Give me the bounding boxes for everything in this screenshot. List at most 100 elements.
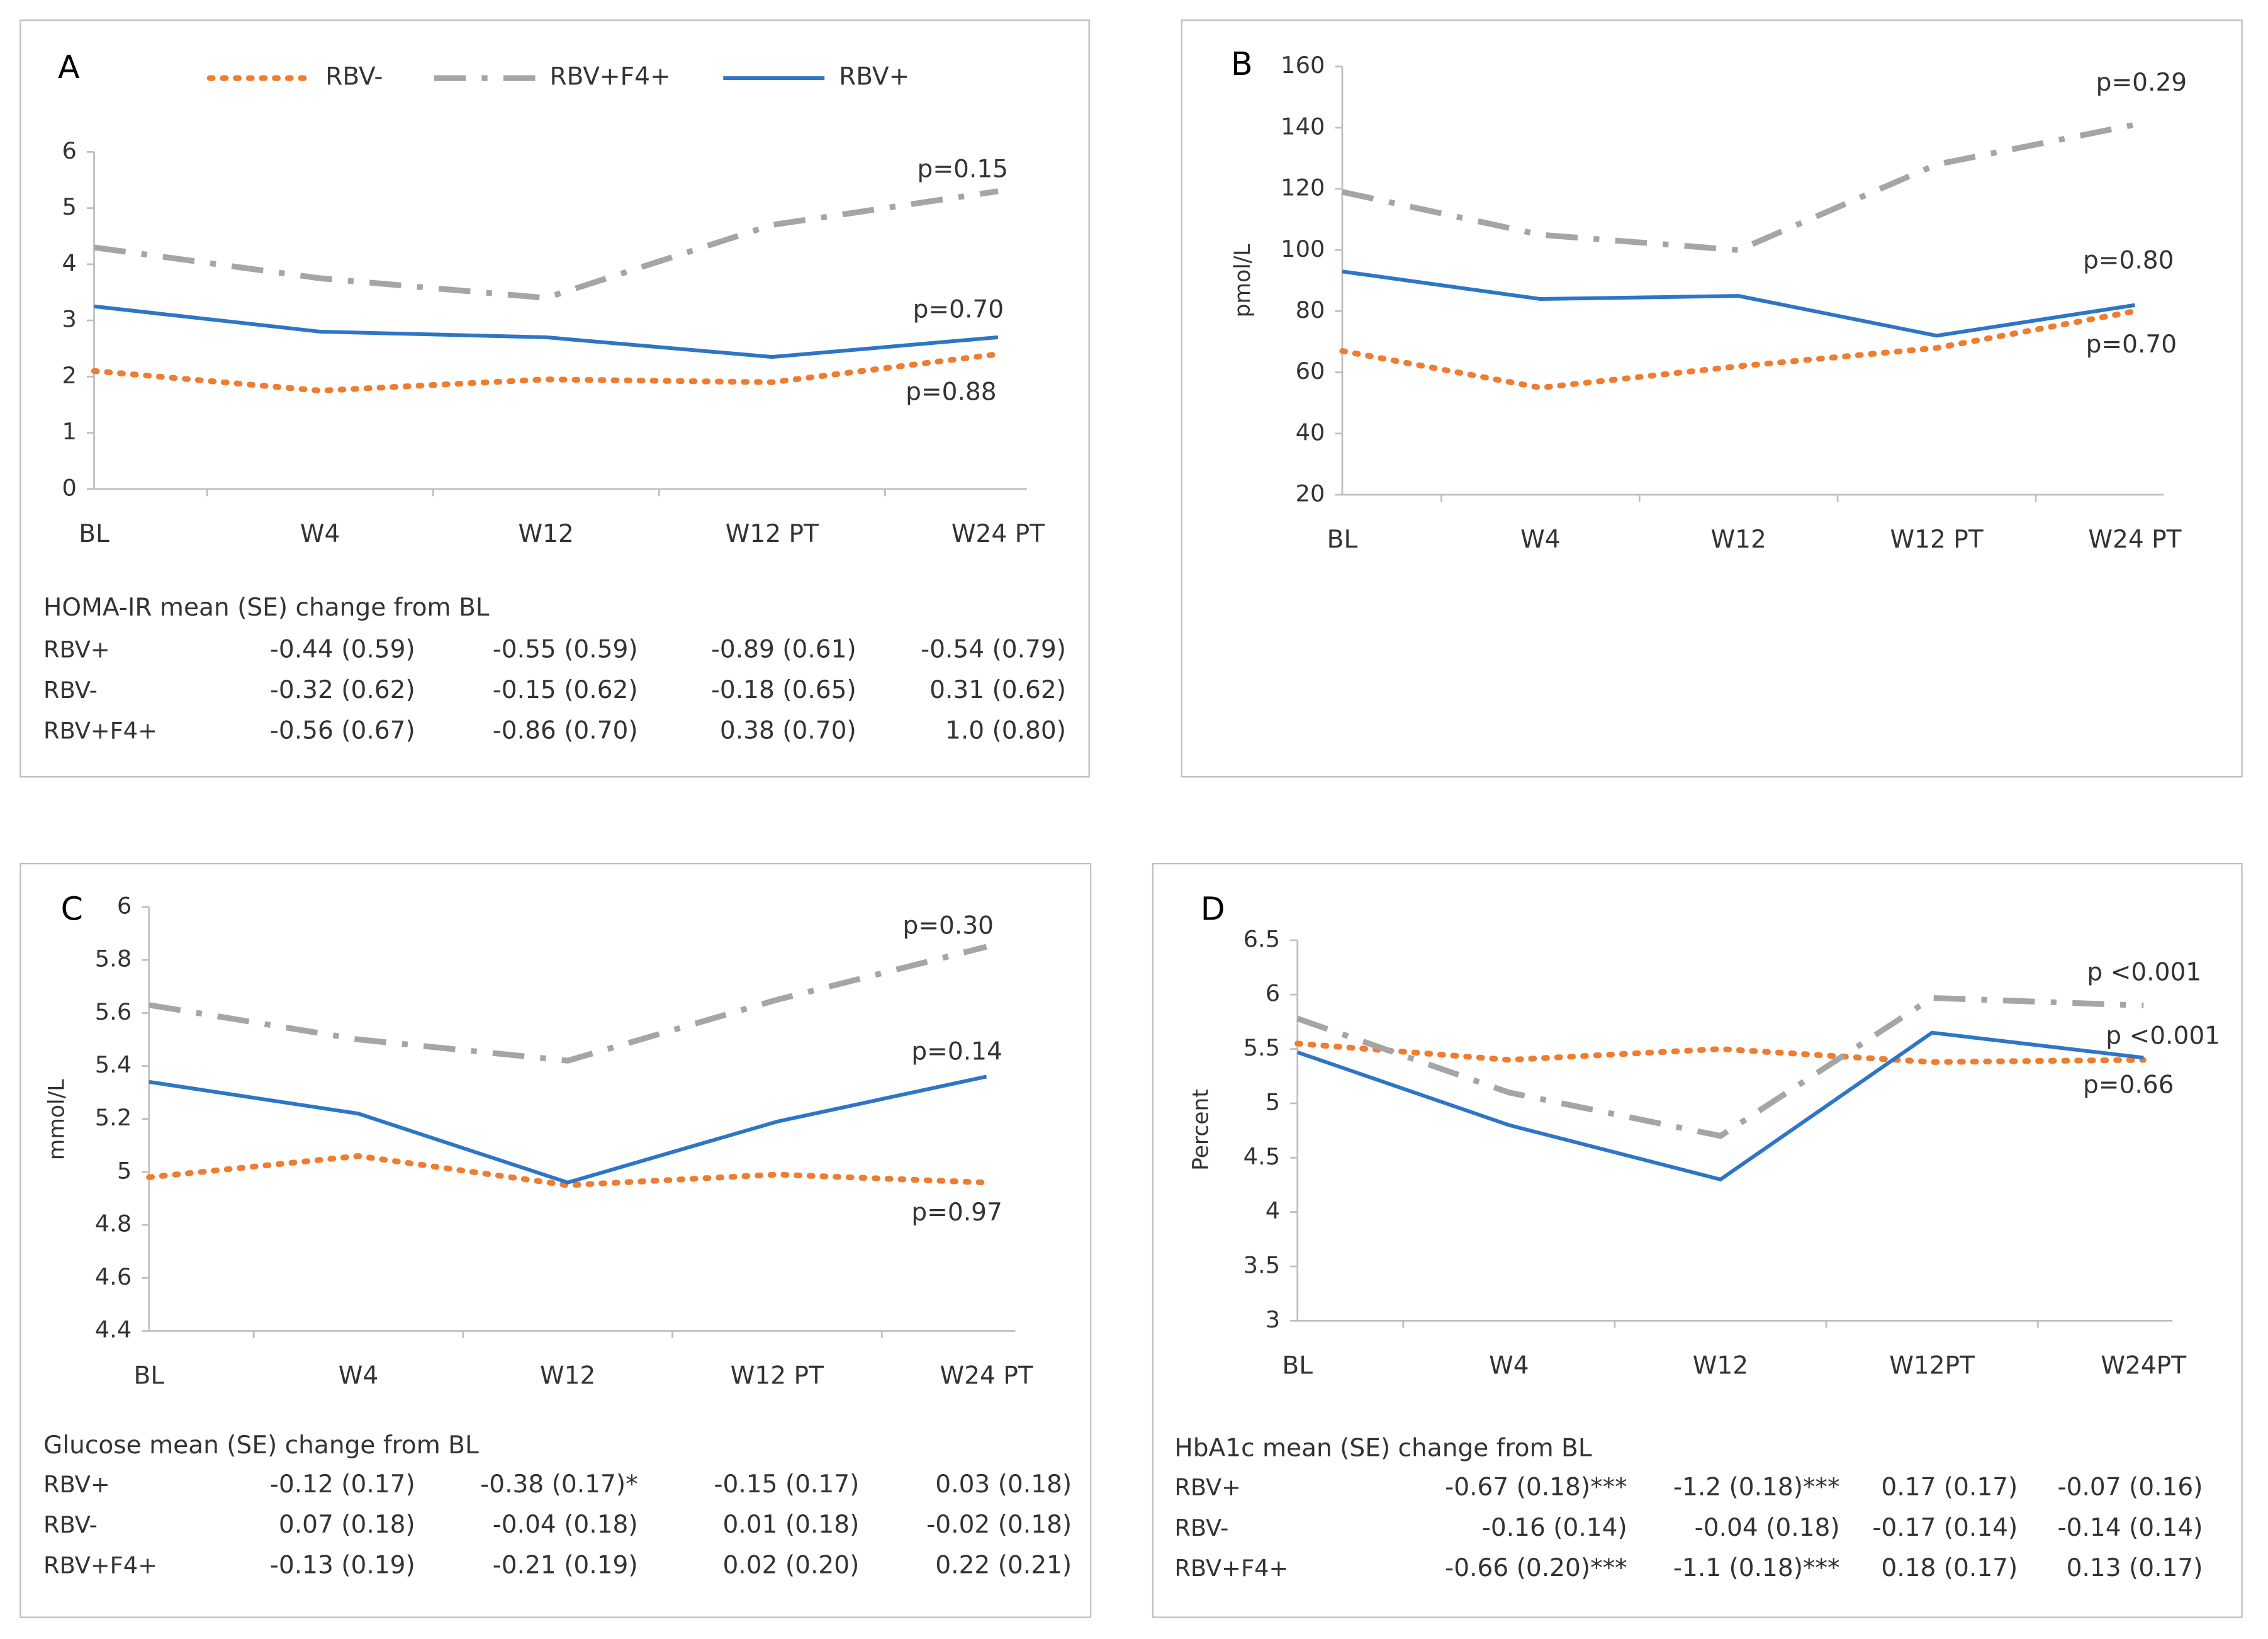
table-cell: -0.18 (0.65) <box>711 676 856 704</box>
panel-frame <box>1152 862 2243 1618</box>
table-cell: -0.21 (0.19) <box>493 1552 638 1580</box>
panel-frame <box>1181 20 2243 778</box>
x-tick-label: BL <box>1327 526 1358 554</box>
series-line <box>1296 994 2144 1139</box>
y-tick-label: 6 <box>62 137 77 164</box>
table-cell: -0.13 (0.19) <box>270 1552 415 1580</box>
panel-frame <box>20 862 1092 1618</box>
y-axis-label: mmol/L <box>45 1079 70 1160</box>
series-line <box>1341 121 2136 253</box>
legend-label: RBV+ <box>839 63 909 91</box>
table-cell: 0.18 (0.17) <box>1881 1554 2018 1582</box>
p-value-annotation: p=0.14 <box>911 1038 1002 1066</box>
y-axis-label: Percent <box>1189 1089 1214 1171</box>
y-tick-label: 5 <box>117 1157 132 1184</box>
table-row-label: RBV+F4+ <box>1174 1555 1288 1582</box>
panel-label: B <box>1231 45 1253 82</box>
y-tick-label: 5.4 <box>95 1051 132 1078</box>
table-row-label: RBV+F4+ <box>43 1552 157 1579</box>
table-cell: 0.01 (0.18) <box>722 1511 859 1539</box>
table-row-label: RBV- <box>1174 1514 1228 1541</box>
y-tick-label: 6 <box>1266 980 1280 1007</box>
p-value-annotation: p=0.80 <box>2083 246 2174 274</box>
table-cell: -1.1 (0.18)*** <box>1673 1554 1840 1582</box>
table-cell: -0.02 (0.18) <box>926 1511 1072 1539</box>
table-row-label: RBV- <box>43 1511 98 1538</box>
y-tick-label: 5.8 <box>95 945 132 972</box>
y-tick-label: 140 <box>1281 113 1325 140</box>
table-cell: 0.38 (0.70) <box>720 716 856 745</box>
table-cell: -0.66 (0.20)*** <box>1445 1554 1627 1582</box>
x-tick-label: W12 PT <box>1890 526 1983 554</box>
table-cell: -0.04 (0.18) <box>1695 1514 1840 1542</box>
y-tick-label: 2 <box>62 362 77 389</box>
series-line <box>149 943 987 1064</box>
table-title: Glucose mean (SE) change from BL <box>43 1431 479 1460</box>
table-row-label: RBV+ <box>43 636 110 663</box>
table-cell: -0.04 (0.18) <box>493 1511 638 1539</box>
panel-frame <box>20 20 1090 778</box>
y-tick-label: 5 <box>62 193 77 220</box>
y-tick-label: 5.5 <box>1243 1034 1280 1061</box>
y-tick-label: 4.8 <box>95 1210 132 1237</box>
table-row-label: RBV+ <box>1174 1473 1241 1501</box>
p-value-annotation: p <0.001 <box>2106 1022 2220 1050</box>
y-tick-label: 20 <box>1296 480 1325 507</box>
x-tick-label: W4 <box>1489 1351 1529 1380</box>
table-cell: -0.12 (0.17) <box>270 1470 415 1499</box>
table-cell: -0.15 (0.62) <box>493 676 638 704</box>
table-cell: 0.13 (0.17) <box>2067 1554 2203 1582</box>
x-tick-label: BL <box>79 520 109 548</box>
series-line <box>93 188 999 301</box>
table-cell: -0.17 (0.14) <box>1872 1514 2018 1542</box>
y-tick-label: 5.2 <box>95 1104 132 1131</box>
x-tick-label: W12 <box>540 1362 595 1390</box>
table-cell: -0.38 (0.17)* <box>480 1470 637 1499</box>
y-tick-label: 40 <box>1296 419 1325 446</box>
table-cell: -0.67 (0.18)*** <box>1445 1473 1627 1501</box>
table-row-label: RBV- <box>43 677 98 704</box>
panel-label: C <box>61 890 83 927</box>
table-cell: -0.15 (0.17) <box>714 1470 859 1499</box>
p-value-annotation: p=0.30 <box>903 912 994 940</box>
series-line <box>1296 1030 2144 1182</box>
x-tick-label: W4 <box>339 1362 378 1390</box>
y-tick-label: 4.6 <box>95 1263 132 1290</box>
x-tick-label: BL <box>134 1362 165 1390</box>
table-cell: -0.89 (0.61) <box>711 636 856 664</box>
x-tick-label: W12PT <box>1889 1351 1975 1380</box>
y-tick-label: 3 <box>62 306 77 333</box>
x-tick-label: W12 <box>1693 1351 1748 1380</box>
x-tick-label: W12 PT <box>731 1362 824 1390</box>
series-line <box>1339 308 2138 391</box>
x-tick-label: W24PT <box>2101 1351 2186 1380</box>
series-line <box>1294 1040 2147 1065</box>
y-tick-label: 5.6 <box>95 998 132 1025</box>
table-cell: -0.55 (0.59) <box>493 636 638 664</box>
panel-label: D <box>1201 890 1225 927</box>
y-tick-label: 5 <box>1266 1088 1280 1115</box>
x-tick-label: W12 <box>1711 526 1766 554</box>
y-tick-label: 4 <box>62 249 77 276</box>
p-value-annotation: p=0.15 <box>918 155 1009 184</box>
table-title: HbA1c mean (SE) change from BL <box>1174 1434 1592 1462</box>
y-tick-label: 4.4 <box>95 1316 132 1343</box>
y-tick-label: 60 <box>1296 358 1325 385</box>
table-cell: -0.07 (0.16) <box>2058 1473 2203 1501</box>
y-tick-label: 1 <box>62 418 77 445</box>
x-tick-label: W4 <box>300 520 340 548</box>
p-value-annotation: p=0.66 <box>2083 1071 2174 1100</box>
table-cell: -0.56 (0.67) <box>270 716 415 745</box>
table-cell: 0.31 (0.62) <box>929 676 1066 704</box>
table-cell: 0.17 (0.17) <box>1881 1473 2018 1501</box>
p-value-annotation: p=0.70 <box>913 296 1004 324</box>
x-tick-label: W4 <box>1520 526 1560 554</box>
x-tick-label: W24 PT <box>952 520 1045 548</box>
x-tick-label: W24 PT <box>940 1362 1033 1390</box>
table-cell: -0.32 (0.62) <box>270 676 415 704</box>
y-tick-label: 160 <box>1281 52 1325 79</box>
y-axis-label: pmol/L <box>1230 244 1255 318</box>
p-value-annotation: p=0.88 <box>906 378 997 407</box>
table-row-label: RBV+F4+ <box>43 717 157 744</box>
